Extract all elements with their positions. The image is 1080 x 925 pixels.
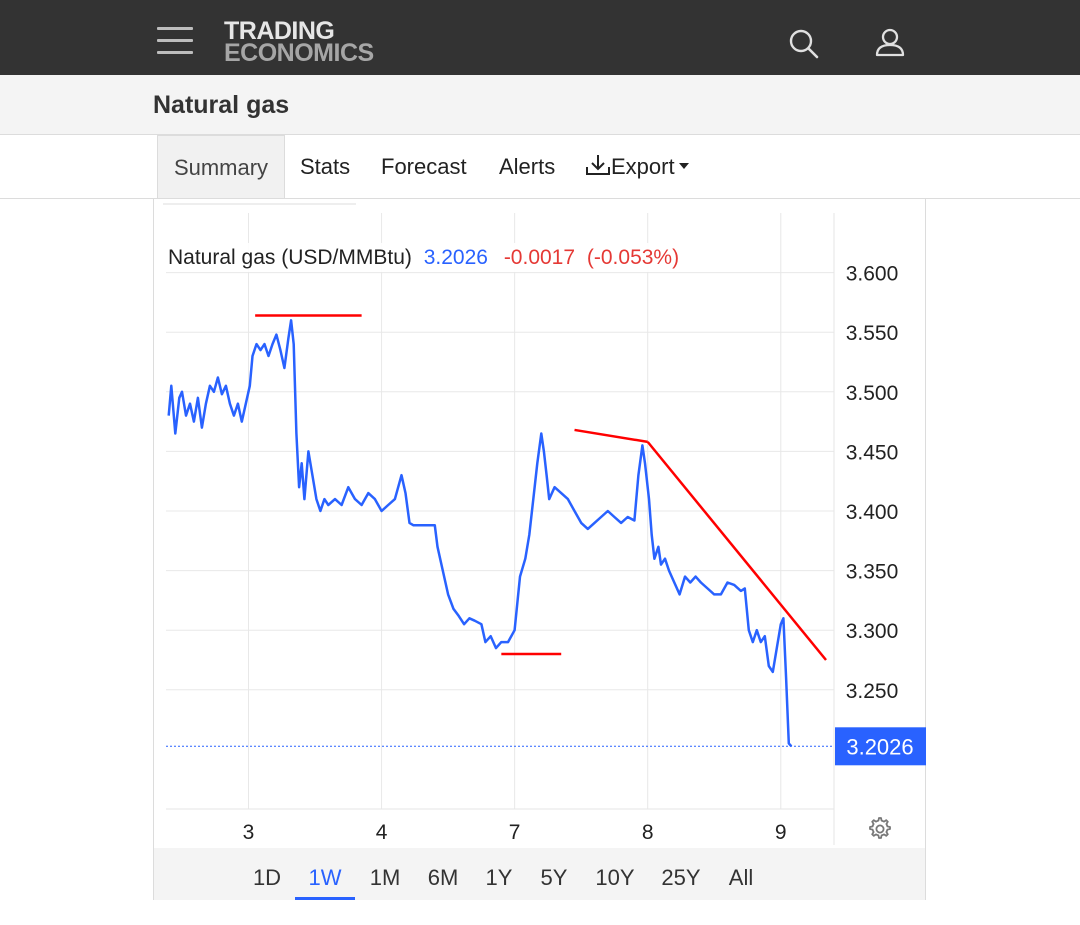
range-button-6m[interactable]: 6M (427, 865, 459, 890)
tab-summary[interactable]: Summary (157, 135, 285, 198)
tab-alerts[interactable]: Alerts (499, 154, 556, 179)
download-icon (586, 155, 610, 175)
active-range-underline (295, 897, 355, 900)
title-bar: Natural gas (0, 75, 1080, 135)
logo-line2: ECONOMICS (224, 39, 374, 67)
search-icon[interactable] (788, 28, 820, 60)
range-button-1m[interactable]: 1M (369, 865, 401, 890)
range-button-1d[interactable]: 1D (252, 865, 282, 890)
user-icon[interactable] (874, 27, 906, 59)
range-button-1y[interactable]: 1Y (485, 865, 513, 890)
range-button-25y[interactable]: 25Y (661, 865, 701, 890)
time-range-bar (154, 848, 925, 900)
chevron-down-icon (678, 163, 689, 169)
tabs-bar: Summary Stats Forecast Alerts Export (0, 135, 1080, 199)
top-navigation-bar: TRADING ECONOMICS (0, 0, 1080, 75)
logo-line1: TRADING (224, 17, 335, 45)
range-button-5y[interactable]: 5Y (540, 865, 568, 890)
trading-economics-logo[interactable]: TRADING ECONOMICS (224, 17, 374, 67)
export-label: Export (611, 154, 675, 179)
range-button-10y[interactable]: 10Y (595, 865, 635, 890)
page-title: Natural gas (153, 91, 290, 119)
tab-stats[interactable]: Stats (300, 154, 351, 179)
chart-card (153, 199, 926, 900)
range-button-all[interactable]: All (728, 865, 754, 890)
hamburger-menu-icon[interactable] (157, 27, 193, 55)
gear-icon[interactable] (869, 817, 891, 839)
tab-export[interactable]: Export (585, 135, 691, 198)
range-button-1w[interactable]: 1W (308, 865, 342, 890)
tab-forecast[interactable]: Forecast (381, 154, 467, 179)
